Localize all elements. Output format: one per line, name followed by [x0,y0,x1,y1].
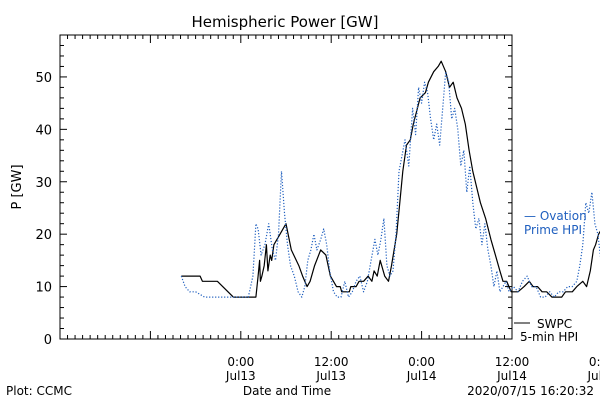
x-axis: 0:00Jul1312:00Jul130:00Jul1412:00Jul140:… [59,35,600,383]
x-tick-time-label: 12:00 [495,355,530,369]
x-tick-time-label: 0:00 [408,355,435,369]
plot-area [180,60,600,298]
y-tick-label: 0 [44,333,52,348]
y-tick-label: 50 [35,71,52,86]
footer-timestamp: 2020/07/15 16:20:32 [467,384,594,398]
legend-ovation-line2: Prime HPI [524,223,582,237]
y-tick-label: 40 [35,123,52,138]
series-swpc-line [181,60,600,298]
x-tick-time-label: 0:00 [589,355,600,369]
legend-swpc-line2: 5-min HPI [520,330,578,344]
x-tick-time-label: 12:00 [314,355,349,369]
y-axis: 0 10 20 30 40 50 [35,34,512,348]
legend-ovation-line1: — Ovation [524,209,587,223]
plot-frame [59,34,513,340]
legend-swpc: SWPC 5-min HPI [514,317,578,344]
legend-ovation: — Ovation Prime HPI [524,209,587,237]
footer-plot-credit: Plot: CCMC [6,384,72,398]
x-tick-date-label: Jul14 [496,369,527,383]
legend-swpc-line1: SWPC [537,317,572,331]
x-tick-date-label: Jul15 [587,369,600,383]
y-axis-label: P [GW] [10,164,25,209]
y-tick-label: 10 [35,281,52,296]
x-tick-time-label: 0:00 [227,355,254,369]
x-tick-date-label: Jul13 [225,369,256,383]
chart-title: Hemispheric Power [GW] [192,13,379,31]
x-axis-label: Date and Time [243,384,331,398]
y-tick-label: 30 [35,176,52,191]
series-ovation-line [180,71,600,298]
y-tick-label: 20 [35,228,52,243]
x-tick-date-label: Jul13 [315,369,346,383]
x-tick-date-label: Jul14 [406,369,437,383]
